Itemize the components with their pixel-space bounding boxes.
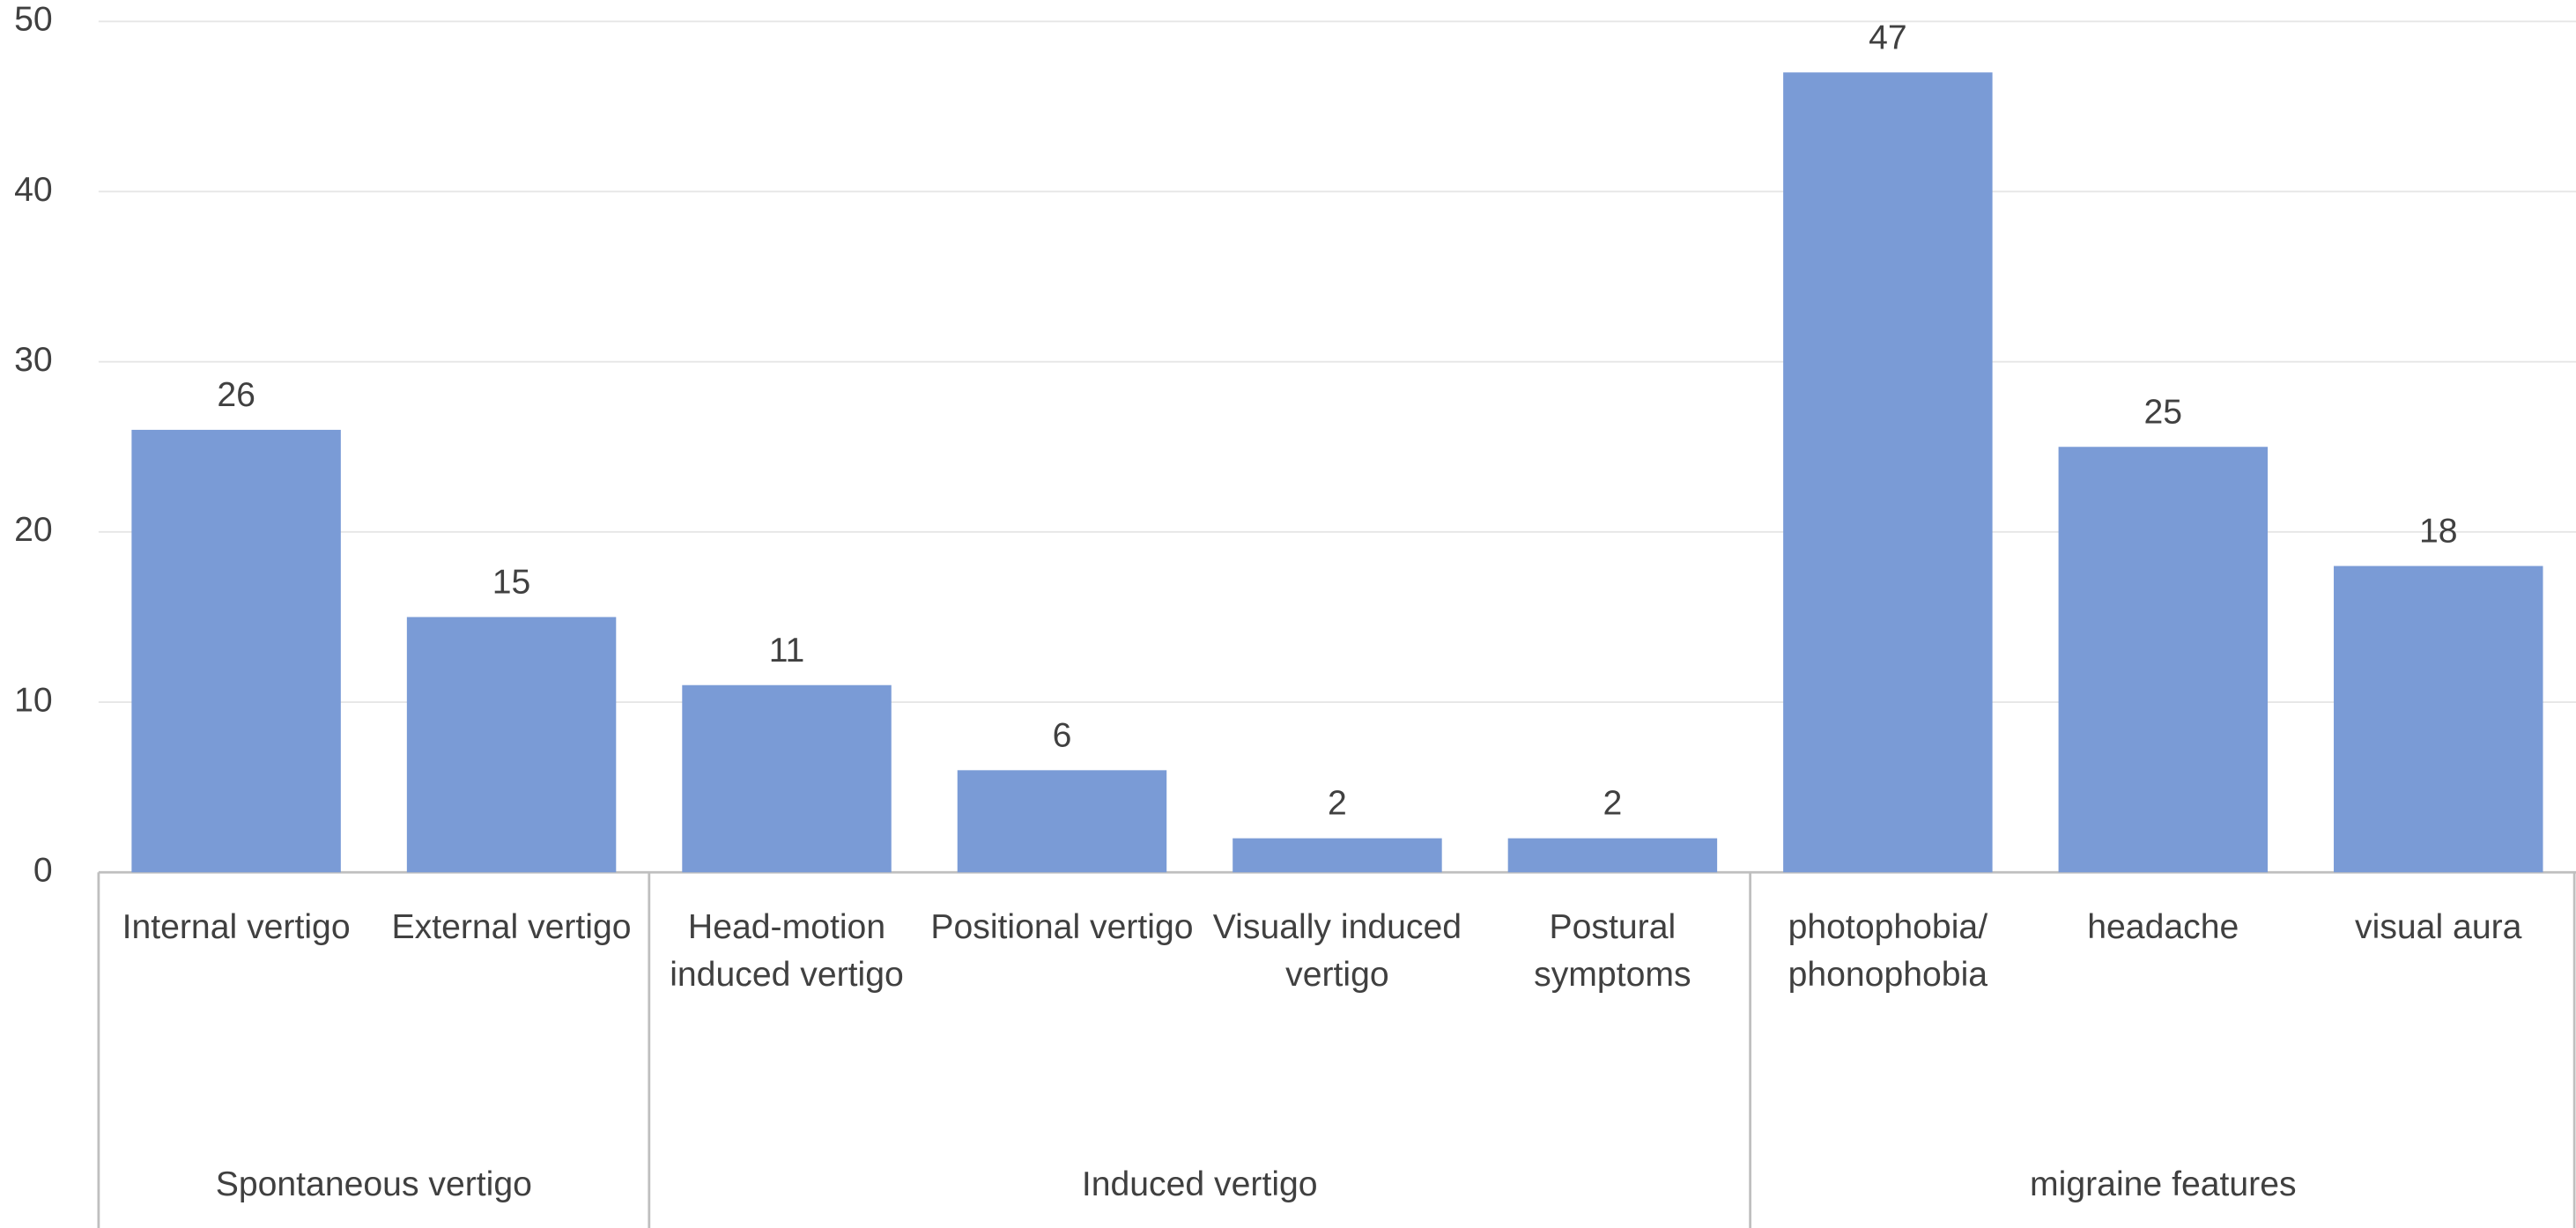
- x-tick-label: Postural symptoms: [1534, 908, 1691, 995]
- x-tick-label: Internal vertigo: [122, 908, 351, 947]
- data-label: 26: [217, 376, 255, 414]
- bar: [682, 684, 892, 873]
- x-tick-label: photophobia/ phonophobia: [1788, 908, 1988, 995]
- data-label: 6: [1053, 716, 1072, 754]
- x-tick-label-box: Postural symptoms: [1534, 908, 1691, 995]
- x-tick-label: headache: [2087, 908, 2239, 947]
- group-label: Induced vertigo: [1082, 1165, 1318, 1203]
- bar: [1507, 838, 1718, 873]
- data-label: 2: [1603, 785, 1623, 823]
- data-label: 11: [769, 632, 805, 669]
- bar: [1232, 838, 1442, 873]
- x-tick-label-box: Internal vertigo: [122, 908, 351, 947]
- x-tick-label-box: Head-motion induced vertigo: [670, 908, 904, 995]
- y-tick-label: 30: [14, 341, 53, 379]
- y-tick-label: 0: [33, 852, 53, 890]
- x-tick-label-box: photophobia/ phonophobia: [1788, 908, 1988, 995]
- bar: [2058, 447, 2269, 873]
- group-label: migraine features: [2030, 1165, 2297, 1203]
- x-tick-label-box: visual aura: [2355, 908, 2522, 947]
- y-tick-label: 50: [14, 1, 53, 39]
- bar: [1783, 72, 1993, 873]
- x-tick-label: Positional vertigo: [930, 908, 1194, 947]
- bar: [957, 770, 1167, 873]
- data-label: 15: [492, 563, 531, 601]
- y-tick-label: 20: [14, 511, 53, 549]
- x-tick-label-box: Positional vertigo: [930, 908, 1194, 947]
- x-tick-label-box: Visually induced vertigo: [1212, 908, 1462, 995]
- y-tick-label: 10: [14, 681, 53, 719]
- x-tick-label: Visually induced vertigo: [1212, 908, 1462, 995]
- x-tick-label-box: headache: [2087, 908, 2239, 947]
- data-label: 2: [1328, 785, 1347, 823]
- data-label: 18: [2419, 513, 2458, 551]
- y-tick-label: 40: [14, 171, 53, 209]
- data-label: 25: [2144, 393, 2183, 431]
- x-tick-label: Head-motion induced vertigo: [670, 908, 904, 995]
- bar: [131, 429, 341, 873]
- bar: [406, 617, 617, 873]
- data-label: 47: [1869, 18, 1907, 56]
- bar: [2334, 566, 2543, 873]
- x-tick-label-box: External vertigo: [391, 908, 632, 947]
- group-label: Spontaneous vertigo: [216, 1165, 532, 1203]
- x-tick-label: External vertigo: [391, 908, 632, 947]
- x-tick-label: visual aura: [2355, 908, 2522, 947]
